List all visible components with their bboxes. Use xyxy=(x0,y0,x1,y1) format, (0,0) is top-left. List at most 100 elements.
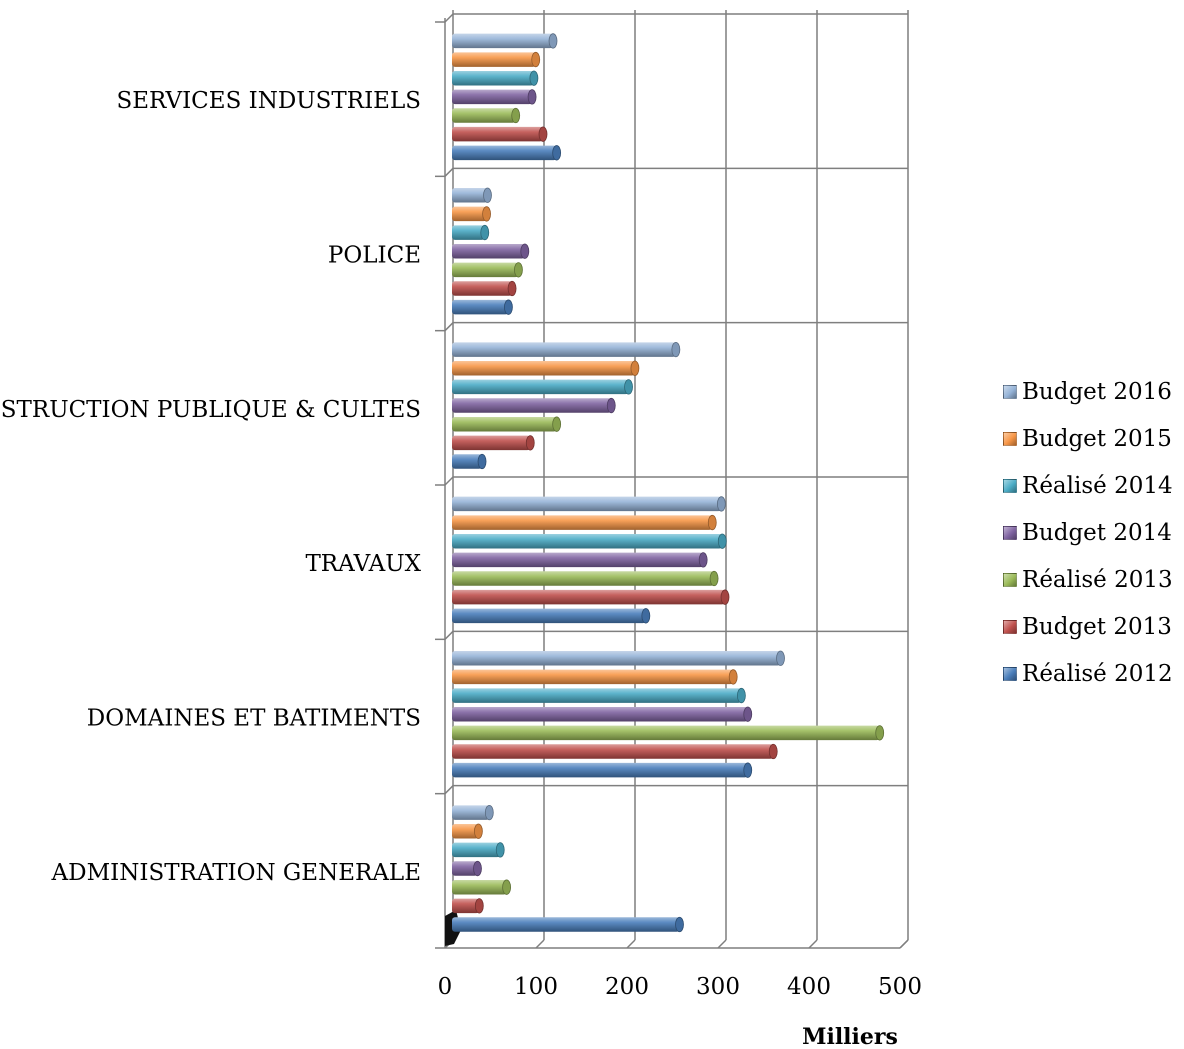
legend-item: Budget 2015 xyxy=(1003,415,1178,462)
x-tick-label: 200 xyxy=(605,974,649,1000)
bar-cap xyxy=(474,824,482,839)
bar xyxy=(452,263,522,278)
bar-body xyxy=(452,497,721,512)
bar-body xyxy=(452,688,741,703)
bar-cap xyxy=(642,609,650,624)
bar-body xyxy=(452,263,518,278)
legend-label: Réalisé 2012 xyxy=(1022,661,1173,687)
bar-body xyxy=(452,342,676,357)
bar-body xyxy=(452,609,646,624)
legend-swatch xyxy=(1003,526,1017,540)
bar-body xyxy=(452,127,543,142)
bar-cap xyxy=(485,805,493,820)
legend-item: Budget 2016 xyxy=(1003,368,1178,415)
x-tick-labels: 0 100 200 300 400 500 xyxy=(438,974,922,1000)
bar-cap xyxy=(473,861,481,876)
bar-cap xyxy=(672,342,680,357)
legend-item: Budget 2013 xyxy=(1003,603,1178,650)
bar-body xyxy=(452,454,482,469)
bar xyxy=(452,300,512,315)
bar xyxy=(452,917,684,932)
legend-item: Réalisé 2012 xyxy=(1003,650,1178,697)
legend-swatch xyxy=(1003,385,1017,399)
bar-body xyxy=(452,244,525,259)
bar-cap xyxy=(539,127,547,142)
bar xyxy=(452,342,680,357)
bar-body xyxy=(452,281,512,296)
category-labels: ADMINISTRATION GENERALE DOMAINES ET BATIM… xyxy=(0,88,422,886)
bar xyxy=(452,127,547,142)
bar-cap xyxy=(553,417,561,432)
bar-body xyxy=(452,52,536,66)
bar-cap xyxy=(549,34,557,49)
bar xyxy=(452,609,650,624)
legend-item: Budget 2014 xyxy=(1003,509,1178,556)
bar xyxy=(452,670,737,685)
bar-body xyxy=(452,108,516,123)
bar-body xyxy=(452,34,553,49)
bar-body xyxy=(452,71,534,86)
bar-body xyxy=(452,146,557,161)
bar xyxy=(452,454,486,469)
bar-body xyxy=(452,300,508,315)
bar-cap xyxy=(744,763,752,778)
bar xyxy=(452,590,729,605)
floor-line-3 xyxy=(718,940,726,948)
bar xyxy=(452,108,520,123)
bar xyxy=(452,436,534,451)
bar-body xyxy=(452,207,487,222)
bar xyxy=(452,726,884,741)
bar xyxy=(452,553,707,568)
legend-label: Budget 2015 xyxy=(1022,426,1172,452)
bar-body xyxy=(452,707,748,722)
bar xyxy=(452,707,752,722)
side-line-5 xyxy=(445,168,453,176)
bar-cap xyxy=(532,52,540,66)
bar xyxy=(452,146,561,161)
bar xyxy=(452,805,493,820)
bar-cap xyxy=(699,553,707,568)
bar-body xyxy=(452,880,507,895)
bar-body xyxy=(452,843,500,858)
bar xyxy=(452,515,716,530)
bar xyxy=(452,688,745,703)
x-tick-label: 400 xyxy=(787,974,831,1000)
bar-cap xyxy=(521,244,529,259)
legend-item: Réalisé 2013 xyxy=(1003,556,1178,603)
category-label: DOMAINES ET BATIMENTS xyxy=(87,706,421,732)
bar-body xyxy=(452,225,485,240)
x-axis-title: Milliers xyxy=(802,1024,898,1049)
floor-line-1 xyxy=(536,940,544,948)
bar xyxy=(452,843,504,858)
bar xyxy=(452,188,491,203)
bar xyxy=(452,861,481,876)
bar xyxy=(452,380,633,395)
bar-cap xyxy=(528,90,536,105)
bar-cap xyxy=(721,590,729,605)
bar-cap xyxy=(483,207,491,222)
bar-body xyxy=(452,805,489,820)
side-line-4 xyxy=(445,323,453,331)
category-label: TRAVAUX xyxy=(305,551,421,577)
side-line-1 xyxy=(445,786,453,794)
bar xyxy=(452,497,725,512)
floor-edge xyxy=(900,940,908,948)
bar-cap xyxy=(777,651,785,666)
bar-cap xyxy=(496,843,504,858)
category-label: INSTRUCTION PUBLIQUE & CULTES xyxy=(0,397,421,423)
side-line-6 xyxy=(445,14,453,22)
bar-cap xyxy=(769,744,777,759)
bar-body xyxy=(452,417,557,432)
bar xyxy=(452,763,752,778)
legend-label: Budget 2016 xyxy=(1022,379,1172,405)
bar xyxy=(452,34,557,49)
bar-body xyxy=(452,917,680,932)
bar-body xyxy=(452,380,629,395)
bar-cap xyxy=(631,361,639,376)
bar-body xyxy=(452,763,748,778)
bar-cap xyxy=(718,534,726,549)
bar-cap xyxy=(526,436,534,451)
bar-cap xyxy=(553,146,561,161)
category-label: ADMINISTRATION GENERALE xyxy=(51,860,421,886)
bar-cap xyxy=(710,571,718,586)
